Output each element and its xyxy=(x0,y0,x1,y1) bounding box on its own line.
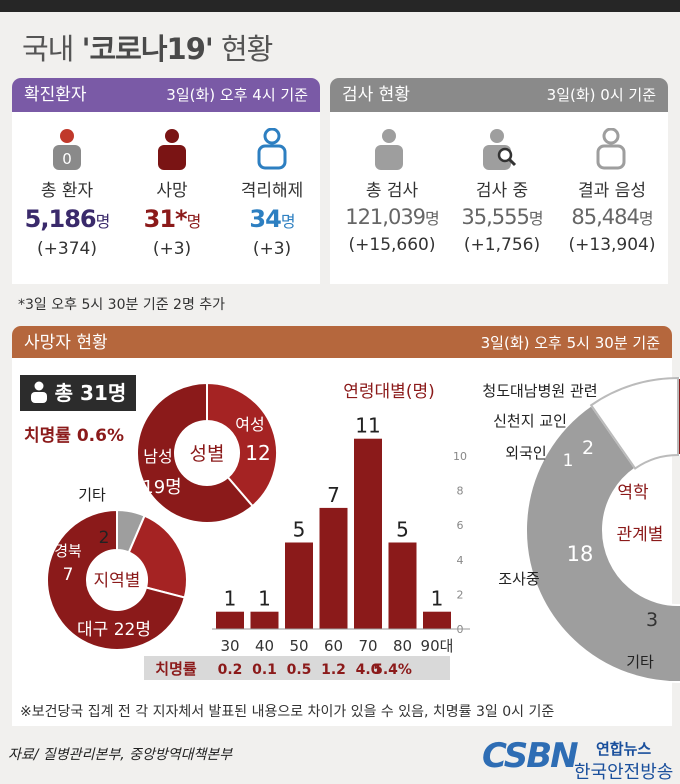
testing-icon xyxy=(483,129,517,170)
epi-label-investigating: 조사중 xyxy=(498,570,539,588)
age-bar-value: 1 xyxy=(258,587,271,611)
region-value-gyeongbuk: 7 xyxy=(63,565,74,585)
epi-label-shincheonji: 신천지 교인 xyxy=(493,412,567,430)
age-bar xyxy=(354,438,382,629)
age-xtick: 80 xyxy=(393,637,412,655)
released-icon xyxy=(257,128,287,170)
stat-released: 격리해제 34명 (+3) xyxy=(240,181,304,259)
age-bar-value: 7 xyxy=(327,483,340,507)
tests-header: 검사 현황 3일(화) 0시 기준 xyxy=(330,78,668,112)
age-xtick: 40 xyxy=(255,637,274,655)
epi-label-cheongdo: 청도대남병원 관련 xyxy=(482,382,597,400)
age-xtick: 70 xyxy=(358,637,377,655)
age-title: 연령대별(명) xyxy=(343,382,434,402)
top-bar xyxy=(0,0,680,12)
stat-testing: 검사 중 35,555명 (+1,756) xyxy=(461,181,543,255)
epi-value-other: 3 xyxy=(646,609,658,631)
gender-center xyxy=(177,423,237,483)
total-deaths-box: 총 31명 xyxy=(20,375,136,411)
age-bar-value: 5 xyxy=(396,518,409,542)
deaths-header: 사망자 현황 3일(화) 오후 5시 30분 기준 xyxy=(12,326,672,360)
negative-icon xyxy=(596,128,626,170)
age-bar xyxy=(388,542,417,629)
csbn-logo: CSBN xyxy=(482,736,579,776)
region-title: 지역별 xyxy=(94,571,141,591)
age-bar xyxy=(216,611,244,629)
epi-slice xyxy=(525,403,680,683)
footnote: *3일 오후 5시 30분 기준 2명 추가 xyxy=(18,297,226,313)
yonhap-logo: 연합뉴스 xyxy=(596,740,652,758)
fatality-rate-value: 1.2 xyxy=(321,662,346,678)
fatality-rate-value: 0.5 xyxy=(287,662,312,678)
stat-total-tests: 총 검사 121,039명 (+15,660) xyxy=(345,181,440,255)
broadcaster-logo: 한국안전방송 xyxy=(574,762,674,783)
age-ytick: 10 xyxy=(453,450,467,463)
region-slice xyxy=(127,514,188,599)
region-label-other: 기타 xyxy=(78,486,106,504)
region-slice xyxy=(46,508,186,651)
region-label-gyeongbuk: 경북 xyxy=(54,542,82,560)
age-ytick: 8 xyxy=(457,485,464,498)
epi-value-foreigner: 1 xyxy=(563,451,574,471)
age-ytick: 6 xyxy=(457,519,464,532)
age-bar-value: 5 xyxy=(293,518,306,542)
epi-value-shincheonji: 2 xyxy=(582,437,594,459)
gender-title: 성별 xyxy=(190,443,225,465)
fatality-label: 치명률 xyxy=(155,660,197,678)
fatality-rate-value: 0.2 xyxy=(218,662,243,678)
epi-title-2: 관계별 xyxy=(617,525,664,545)
age-bar-value: 1 xyxy=(224,587,237,611)
patient-badge: 0 xyxy=(62,150,72,168)
gender-label-male: 남성 xyxy=(143,447,172,466)
gender-slice xyxy=(136,381,255,524)
epi-value-cheongdo: 7명 xyxy=(622,419,652,441)
fatality-rate-value: 5.4% xyxy=(373,662,412,678)
fatality-rate: 치명률 0.6% xyxy=(24,426,124,446)
death-icon xyxy=(158,129,186,170)
fatality-strip xyxy=(144,656,450,680)
person-icon xyxy=(30,381,47,403)
age-bar-value: 1 xyxy=(431,587,444,611)
gender-value-female: 12 xyxy=(245,441,270,465)
region-center xyxy=(89,552,145,608)
age-xtick: 30 xyxy=(220,637,239,655)
patient-icon: 0 xyxy=(53,129,81,170)
age-bar xyxy=(250,611,279,629)
gender-value-male: 19명 xyxy=(142,477,181,498)
stat-deaths: 사망 31*명 (+3) xyxy=(143,181,202,259)
age-bar xyxy=(319,507,348,629)
confirmed-header: 확진환자 3일(화) 오후 4시 기준 xyxy=(12,78,320,112)
age-bar-value: 11 xyxy=(355,414,380,438)
age-xtick: 50 xyxy=(289,637,308,655)
age-xtick: 60 xyxy=(324,637,343,655)
age-ytick: 4 xyxy=(457,554,464,567)
epi-label-foreigner: 외국인 xyxy=(505,444,546,462)
tested-icon xyxy=(375,129,403,170)
gender-label-female: 여성 xyxy=(235,415,264,434)
age-ytick: 2 xyxy=(457,588,464,601)
age-bar xyxy=(423,611,451,629)
epi-label-other: 기타 xyxy=(626,653,654,671)
stat-negative: 결과 음성 85,484명 (+13,904) xyxy=(568,181,656,255)
gender-slice xyxy=(206,381,278,508)
footer-note: ※보건당국 집계 전 각 지자체서 발표된 내용으로 차이가 있을 수 있음, … xyxy=(20,704,555,720)
fatality-rate-value: 0.1 xyxy=(252,662,277,678)
fatality-rate-value: 4.0 xyxy=(356,662,381,678)
region-label-daegu: 대구 22명 xyxy=(77,620,151,640)
epi-slice xyxy=(589,376,679,470)
age-bar xyxy=(285,542,313,629)
page-title: 국내 '코로나19' 현황 xyxy=(22,32,273,66)
epi-title-1: 역학 xyxy=(617,483,649,503)
epi-value-investigating: 18 xyxy=(567,542,594,566)
stat-total-patients: 총 환자 5,186명 (+374) xyxy=(24,181,111,259)
region-value-other: 2 xyxy=(99,528,110,548)
age-xtick: 90대 xyxy=(421,637,454,655)
source: 자료/ 질병관리본부, 중앙방역대책본부 xyxy=(8,747,233,763)
